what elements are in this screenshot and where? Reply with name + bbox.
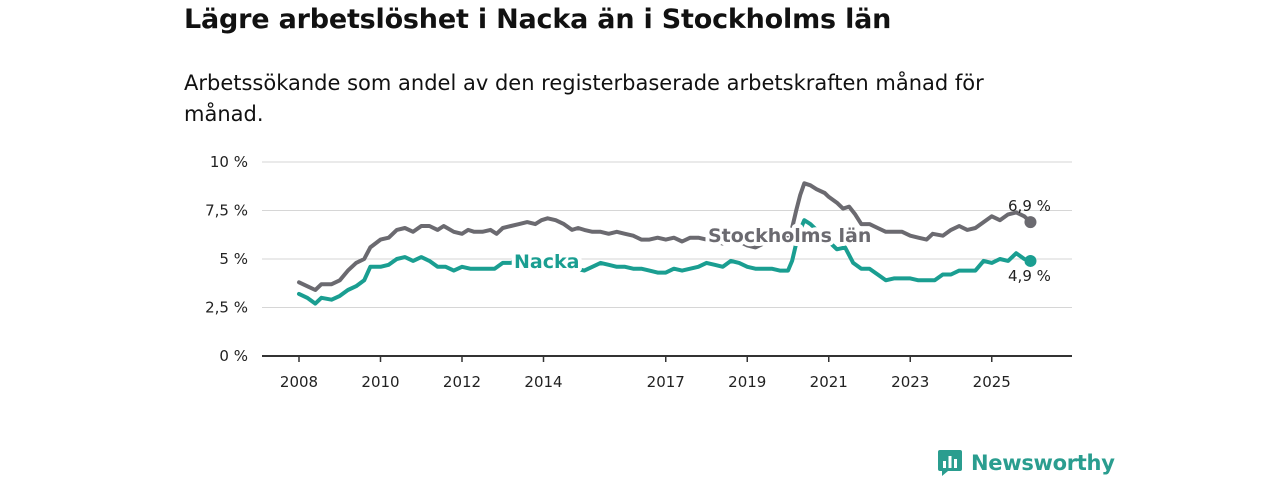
x-tick-label: 2014 <box>524 373 562 391</box>
gridlines: 0 % 2,5 % 5 % 7,5 % 10 % <box>205 153 1072 365</box>
y-tick-label: 10 % <box>210 153 248 171</box>
series-end-point <box>1024 216 1037 229</box>
newsworthy-logo-icon <box>938 450 962 476</box>
x-tick-label: 2023 <box>891 373 929 391</box>
series-line-nacka <box>297 218 1033 306</box>
x-axis: 2008 2010 2012 2014 2017 2019 2021 2023 2025 <box>262 355 1072 391</box>
series-end-point <box>1024 254 1037 267</box>
y-tick-label: 7,5 % <box>205 202 248 220</box>
series-name-label: Nacka <box>514 251 579 273</box>
x-tick-label: 2012 <box>443 373 481 391</box>
x-tick-label: 2021 <box>810 373 848 391</box>
end-value-label: 6,9 % <box>1008 197 1051 215</box>
x-tick-label: 2017 <box>647 373 685 391</box>
series-lines <box>297 181 1037 306</box>
x-tick-label: 2008 <box>280 373 318 391</box>
x-tick-label: 2025 <box>973 373 1011 391</box>
newsworthy-brand[interactable]: Newsworthy <box>937 449 1115 477</box>
brand-name: Newsworthy <box>971 451 1115 475</box>
x-tick-label: 2010 <box>361 373 399 391</box>
y-tick-label: 5 % <box>219 250 248 268</box>
series-label-halo: Nacka <box>514 251 579 273</box>
line-chart: 0 % 2,5 % 5 % 7,5 % 10 % 2008 2010 2012 2014 201… <box>205 153 1072 391</box>
y-tick-label: 0 % <box>219 347 248 365</box>
series-line-stockholms-lan <box>297 181 1033 292</box>
series-label-halo: Stockholms län <box>708 225 871 247</box>
x-tick-label: 2019 <box>728 373 766 391</box>
end-value-label: 4,9 % <box>1008 267 1051 285</box>
series-name-label: Stockholms län <box>708 225 871 247</box>
chart-title: Lägre arbetslöshet i Nacka än i Stockhol… <box>184 4 892 35</box>
y-tick-label: 2,5 % <box>205 299 248 317</box>
chart-subtitle: Arbetssökande som andel av den registerb… <box>184 71 984 126</box>
